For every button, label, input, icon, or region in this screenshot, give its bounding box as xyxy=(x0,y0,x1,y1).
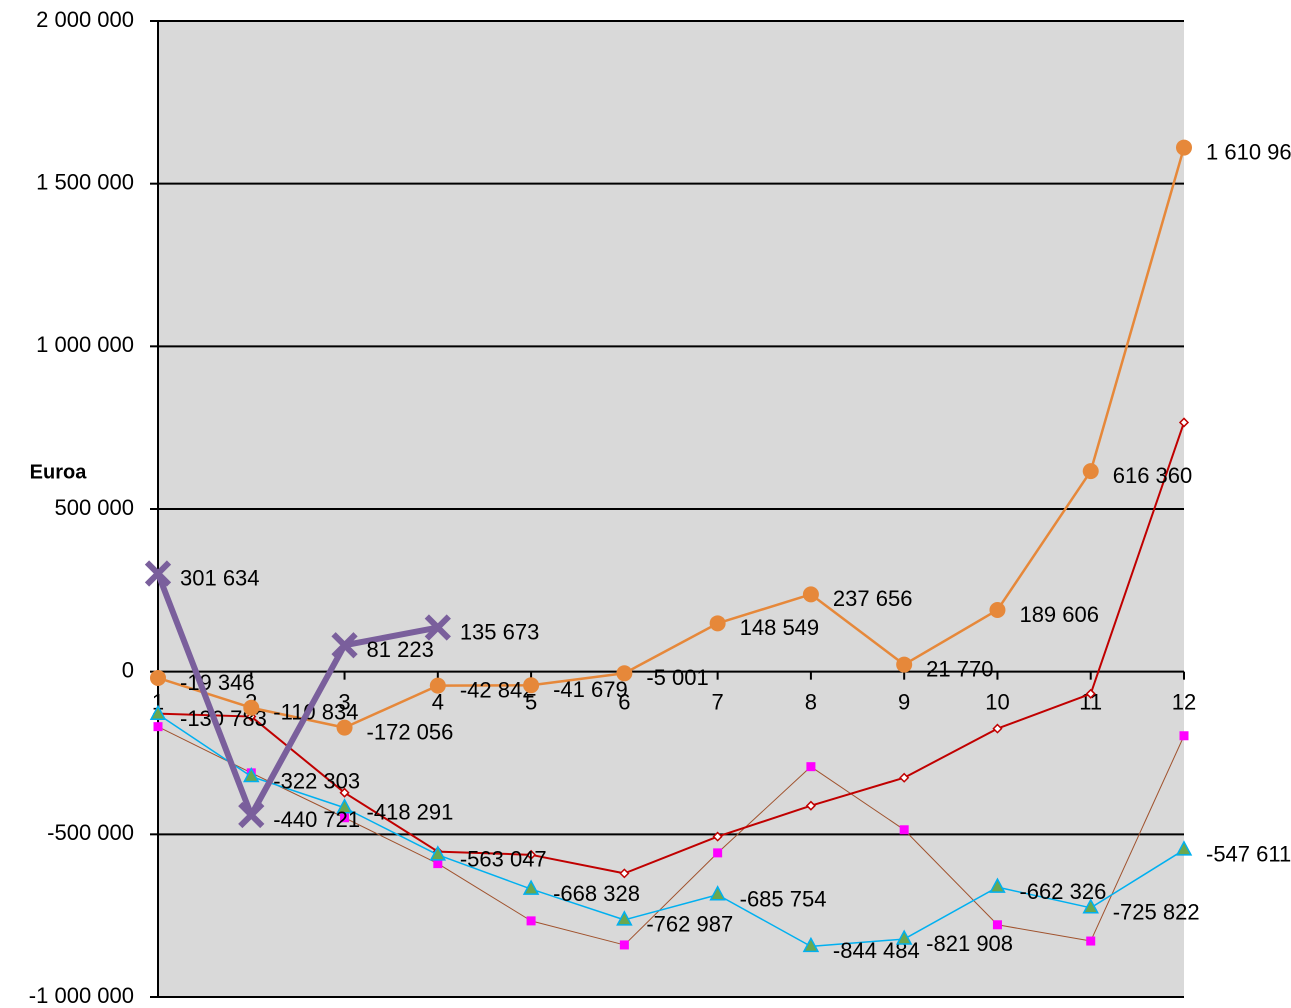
x-tick-label: 3 xyxy=(338,689,350,714)
marker xyxy=(429,845,447,861)
x-tick-label: 9 xyxy=(898,689,910,714)
x-tick-label: 5 xyxy=(525,689,537,714)
data-label: -322 303 xyxy=(273,768,360,793)
data-label: -668 328 xyxy=(553,881,640,906)
data-label: -42 842 xyxy=(460,677,535,702)
data-label: -762 987 xyxy=(646,912,733,937)
data-label: -821 908 xyxy=(926,931,1013,956)
marker xyxy=(895,929,913,945)
marker xyxy=(899,825,909,835)
y-tick-label: -500 000 xyxy=(47,820,134,845)
data-label: 301 634 xyxy=(180,565,260,590)
marker xyxy=(1085,688,1096,699)
marker xyxy=(1175,840,1193,856)
marker xyxy=(331,632,358,659)
marker xyxy=(1178,417,1190,428)
y-tick-label: 1 000 000 xyxy=(36,332,134,357)
marker xyxy=(522,879,540,895)
data-label: 189 606 xyxy=(1019,602,1099,627)
x-tick-label: 7 xyxy=(712,689,724,714)
data-label: 237 656 xyxy=(833,586,913,611)
series-line xyxy=(157,422,1185,875)
marker xyxy=(713,848,723,858)
x-tick-label: 6 xyxy=(618,689,630,714)
y-tick-label: 1 500 000 xyxy=(36,169,134,194)
marker xyxy=(1179,731,1189,741)
series-line xyxy=(157,147,1186,729)
marker xyxy=(1082,463,1099,480)
y-tick-label: 0 xyxy=(122,657,134,682)
marker xyxy=(802,586,819,603)
x-tick-label: 10 xyxy=(985,689,1009,714)
marker xyxy=(616,665,633,682)
y-axis-title: Euroa xyxy=(30,461,88,483)
marker xyxy=(243,699,260,716)
marker xyxy=(712,831,723,842)
marker xyxy=(709,885,726,901)
data-label: -563 047 xyxy=(460,847,547,872)
data-label: -685 754 xyxy=(740,887,827,912)
x-tick-label: 4 xyxy=(432,689,444,714)
marker xyxy=(424,614,451,641)
marker xyxy=(339,787,350,798)
marker xyxy=(899,772,910,783)
data-label: -440 721 xyxy=(273,807,360,832)
data-label: 21 770 xyxy=(926,656,993,681)
x-tick-label: 12 xyxy=(1172,689,1196,714)
marker xyxy=(619,868,630,879)
x-tick-label: 8 xyxy=(805,689,817,714)
series-line xyxy=(155,572,439,819)
data-label: 616 360 xyxy=(1113,463,1193,488)
data-label: -725 822 xyxy=(1113,900,1200,925)
marker xyxy=(896,656,913,673)
marker xyxy=(1176,139,1192,156)
marker xyxy=(806,762,816,772)
marker xyxy=(802,936,820,953)
marker xyxy=(340,813,350,823)
marker xyxy=(144,560,172,587)
data-label: 1 610 963 xyxy=(1206,139,1291,164)
y-tick-label: 500 000 xyxy=(54,495,134,520)
marker xyxy=(526,916,536,926)
marker xyxy=(336,798,353,814)
y-tick-label: 2 000 000 xyxy=(36,7,134,32)
data-label: -547 611 xyxy=(1206,842,1291,867)
marker xyxy=(1082,898,1099,914)
data-label: -5 001 xyxy=(646,665,708,690)
series-line xyxy=(157,713,1185,948)
marker xyxy=(526,849,537,860)
marker xyxy=(989,877,1006,893)
marker xyxy=(616,910,633,926)
data-label: -418 291 xyxy=(367,800,454,825)
data-label: -662 326 xyxy=(1019,879,1106,904)
data-label: -41 679 xyxy=(553,677,628,702)
data-label: 135 673 xyxy=(460,619,540,644)
x-tick-label: 1 xyxy=(152,689,164,714)
marker xyxy=(619,940,629,950)
data-label: -172 056 xyxy=(367,719,454,744)
marker xyxy=(992,723,1003,734)
marker xyxy=(805,800,816,811)
data-label: -19 346 xyxy=(180,670,255,695)
marker xyxy=(429,677,446,694)
data-label: 81 223 xyxy=(367,637,434,662)
marker xyxy=(1086,936,1096,946)
marker xyxy=(709,615,726,632)
marker xyxy=(992,920,1002,930)
marker xyxy=(238,801,265,829)
series-line xyxy=(157,726,1185,946)
y-tick-label: -1 000 000 xyxy=(29,983,134,1008)
marker xyxy=(150,669,166,686)
marker xyxy=(149,704,167,720)
marker xyxy=(523,677,540,694)
marker xyxy=(336,719,353,736)
marker xyxy=(153,722,163,732)
data-label: 148 549 xyxy=(740,615,820,640)
marker xyxy=(989,601,1006,618)
marker xyxy=(243,766,260,783)
marker xyxy=(433,859,443,869)
